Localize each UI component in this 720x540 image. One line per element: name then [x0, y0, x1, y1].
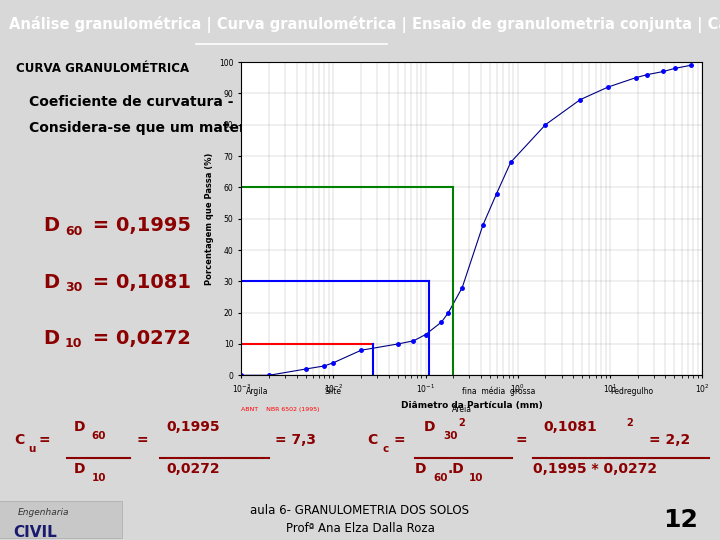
Text: D: D — [43, 217, 59, 235]
Text: D: D — [415, 462, 426, 476]
Text: 0,1995 * 0,0272: 0,1995 * 0,0272 — [533, 462, 657, 476]
Text: Coeficiente de curvatura -: Coeficiente de curvatura - — [29, 95, 238, 109]
Text: = 0,1995: = 0,1995 — [86, 217, 192, 235]
Text: 10: 10 — [91, 472, 106, 483]
Text: = 7,3: = 7,3 — [276, 433, 317, 447]
Text: C: C — [367, 433, 377, 447]
Text: 60: 60 — [91, 431, 106, 441]
Y-axis label: Porcentagem que Passa (%): Porcentagem que Passa (%) — [204, 152, 214, 285]
Text: 0,1995: 0,1995 — [166, 420, 220, 434]
Text: 0,0272: 0,0272 — [166, 462, 220, 476]
Text: 12: 12 — [664, 508, 698, 532]
X-axis label: Diâmetro da Partícula (mm): Diâmetro da Partícula (mm) — [401, 401, 542, 410]
Text: C: C — [14, 433, 24, 447]
Text: quando 1 ≤: quando 1 ≤ — [388, 121, 487, 135]
Text: C: C — [475, 121, 485, 135]
Text: =: = — [136, 433, 148, 447]
Text: D: D — [43, 329, 59, 348]
Text: Argila: Argila — [246, 387, 269, 396]
Text: Engenharia: Engenharia — [18, 508, 70, 517]
Text: Pedregulho: Pedregulho — [610, 387, 653, 396]
Text: 10: 10 — [65, 338, 82, 350]
Text: Silte: Silte — [324, 387, 341, 396]
Text: C: C — [256, 95, 266, 109]
Text: c: c — [267, 102, 274, 112]
Text: Profª Ana Elza Dalla Roza: Profª Ana Elza Dalla Roza — [286, 522, 434, 535]
Text: 30: 30 — [65, 281, 82, 294]
Text: CURVA GRANULOMÉTRICA: CURVA GRANULOMÉTRICA — [16, 62, 189, 75]
Text: =: = — [39, 433, 50, 447]
Text: = 0,1081: = 0,1081 — [86, 273, 192, 292]
Text: 0,1081: 0,1081 — [544, 420, 597, 434]
Text: aula 6- GRANULOMETRIA DOS SOLOS: aula 6- GRANULOMETRIA DOS SOLOS — [251, 504, 469, 517]
Text: Considera-se que um material é: Considera-se que um material é — [29, 121, 284, 136]
Text: 2: 2 — [458, 418, 465, 428]
Text: 60: 60 — [65, 225, 82, 238]
Text: .D: .D — [448, 462, 464, 476]
Text: u: u — [29, 444, 36, 454]
Text: =: = — [516, 433, 527, 447]
Text: 60: 60 — [433, 472, 448, 483]
Text: 30: 30 — [443, 431, 457, 441]
Text: ≤ 3 (curva suave): ≤ 3 (curva suave) — [495, 121, 639, 135]
Text: CIVIL: CIVIL — [13, 525, 57, 539]
Text: D: D — [423, 420, 435, 434]
Text: c: c — [383, 444, 390, 454]
FancyBboxPatch shape — [0, 501, 122, 538]
Text: D: D — [73, 420, 85, 434]
Text: Areia: Areia — [452, 405, 472, 414]
Text: c: c — [487, 128, 493, 138]
Text: D: D — [43, 273, 59, 292]
Text: fina  média  grossa: fina média grossa — [462, 387, 536, 396]
Text: 2: 2 — [626, 418, 633, 428]
Text: = 2,2: = 2,2 — [649, 433, 690, 447]
Text: bem graduado: bem graduado — [288, 121, 402, 135]
Text: ABNT    NBR 6502 (1995): ABNT NBR 6502 (1995) — [241, 407, 320, 412]
Text: D: D — [73, 462, 85, 476]
Text: =: = — [394, 433, 405, 447]
Text: = 0,0272: = 0,0272 — [86, 329, 192, 348]
Text: Análise granulométrica | Curva granulométrica | Ensaio de granulometria conjunta: Análise granulométrica | Curva granulomé… — [9, 16, 720, 33]
Text: 10: 10 — [469, 472, 483, 483]
